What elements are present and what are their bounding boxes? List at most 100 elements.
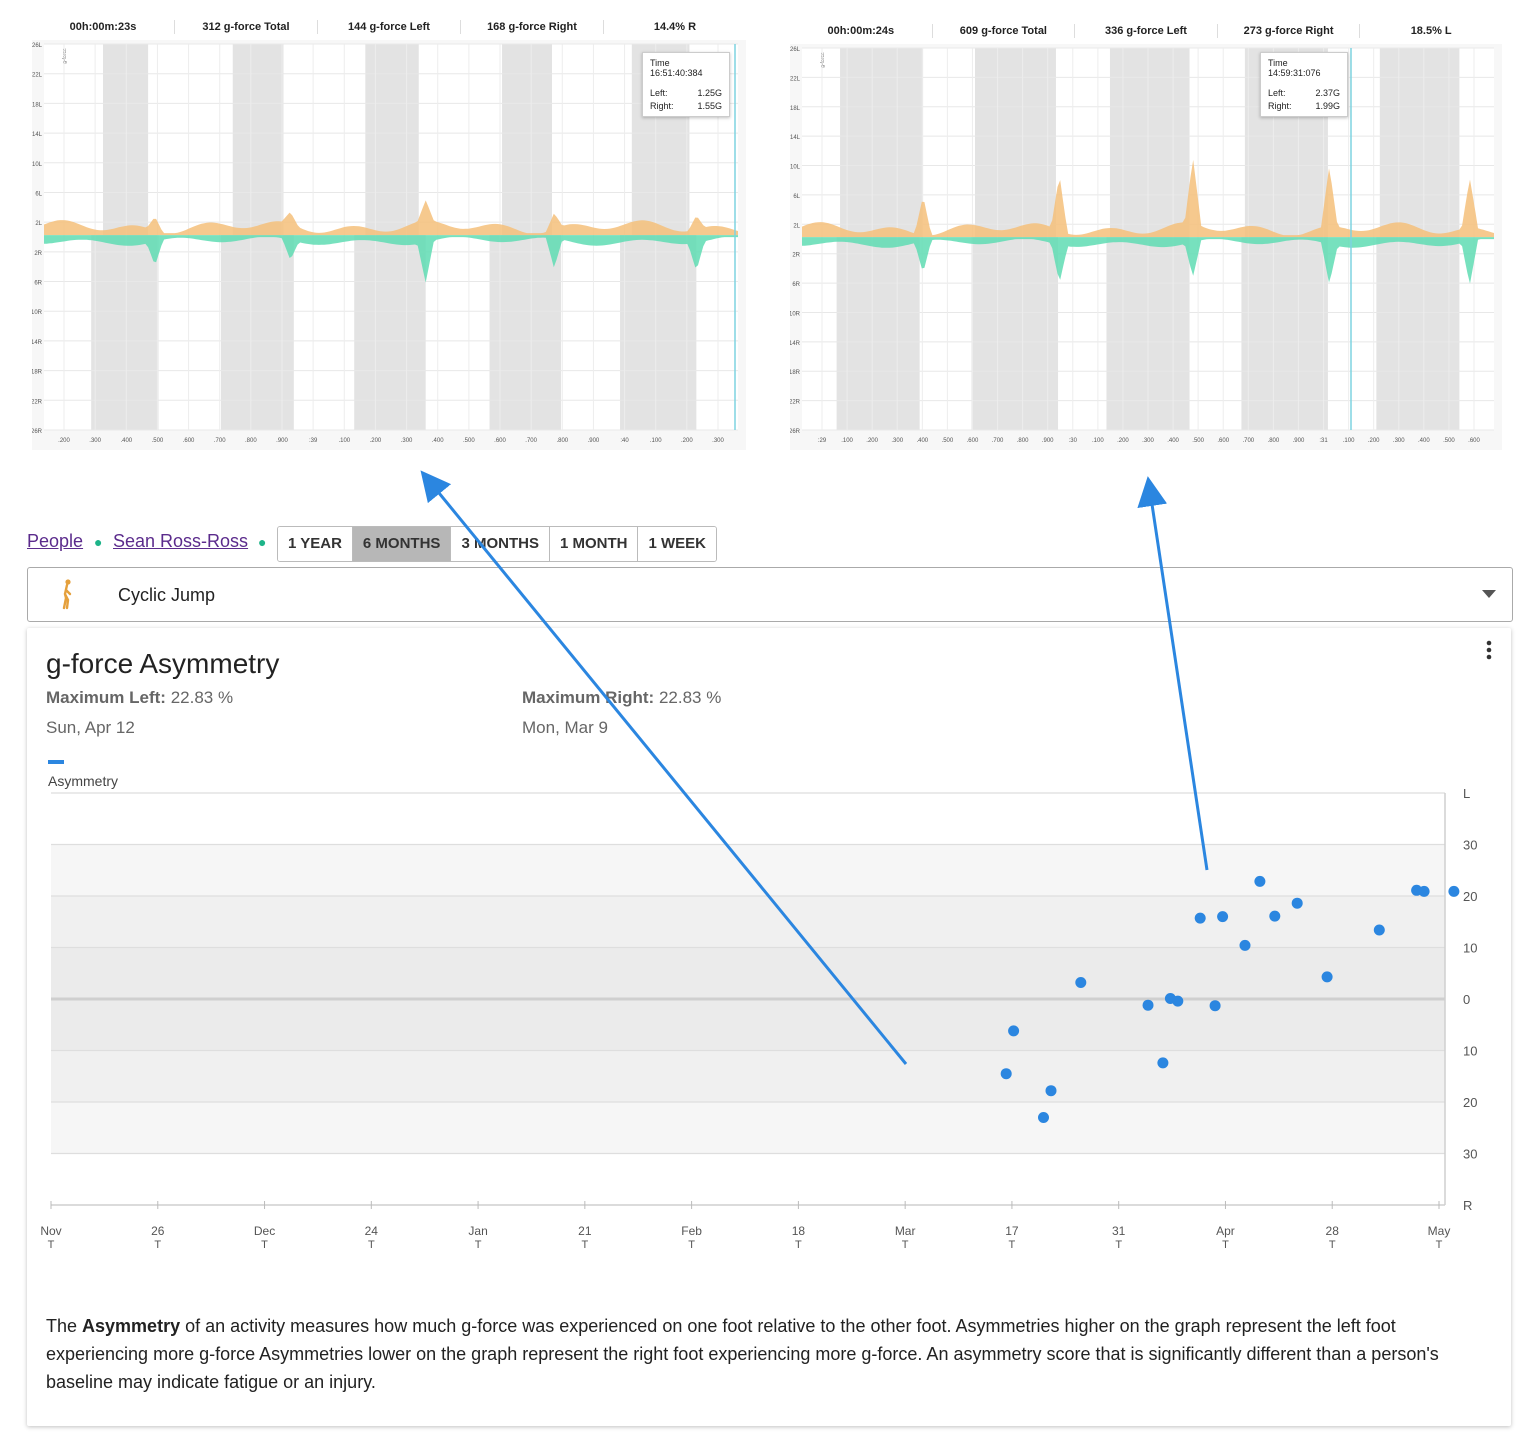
chevron-down-icon[interactable] xyxy=(1482,590,1496,598)
phase-band xyxy=(502,44,553,236)
x-tick-label: :39 xyxy=(309,438,318,444)
stat-total: 312 g-force Total xyxy=(175,20,318,34)
y-axis-title: g-force xyxy=(62,48,68,64)
x-tick-label: .600 xyxy=(494,438,506,444)
x-tick-label: .200 xyxy=(1117,438,1129,444)
max-left-date: Sun, Apr 12 xyxy=(46,718,135,737)
x-tick-label: .800 xyxy=(1268,438,1280,444)
x-tick-label: .400 xyxy=(916,438,928,444)
asymmetry-point xyxy=(1008,1025,1020,1037)
y-tick-label: 26R xyxy=(790,429,801,435)
y-tick-label: 22R xyxy=(790,400,801,406)
tooltip-left-value: 2.37G xyxy=(1315,88,1340,98)
asymmetry-point xyxy=(1448,885,1460,897)
more-options-icon[interactable] xyxy=(1485,640,1493,662)
y-tick-label: 10 xyxy=(1463,1044,1477,1059)
right-foot-area xyxy=(44,235,738,283)
stat-duration: 00h:00m:23s xyxy=(32,20,175,34)
x-tick-label: .100 xyxy=(650,438,662,444)
card-title: g-force Asymmetry xyxy=(46,648,280,679)
x-tick-label: .300 xyxy=(1393,438,1405,444)
x-tick-label: Dec xyxy=(254,1224,275,1238)
x-tick-label: .600 xyxy=(967,438,979,444)
x-tick-label: :40 xyxy=(620,438,629,444)
x-tick-label: .600 xyxy=(1217,438,1229,444)
y-tick-label: 30 xyxy=(1463,838,1477,853)
x-tick-sublabel: T xyxy=(1115,1239,1122,1251)
phase-band xyxy=(840,48,924,238)
y-tick-label: 10R xyxy=(790,311,801,317)
y-axis-title: g-force xyxy=(820,52,826,68)
x-tick-label: .500 xyxy=(1192,438,1204,444)
x-tick-label: .300 xyxy=(712,438,724,444)
x-tick-label: 31 xyxy=(1112,1224,1126,1238)
phase-band xyxy=(102,44,149,236)
gforce-chart-left-screenshot: 26L 22L 18L 14L 10L 6L 2L 2R 6R 10R 14R 18R 22R 26R g-… xyxy=(32,14,746,450)
x-tick-label: .800 xyxy=(556,438,568,444)
x-tick-label: .500 xyxy=(152,438,164,444)
x-tick-label: .900 xyxy=(588,438,600,444)
tooltip-right-label: Right: xyxy=(1268,101,1292,111)
y-tick-label: 0 xyxy=(1463,992,1470,1007)
asymmetry-point xyxy=(1194,912,1206,924)
asymmetry-band xyxy=(51,999,1445,1051)
y-tick-label: 26L xyxy=(790,47,801,53)
stat-duration: 00h:00m:24s xyxy=(790,24,933,38)
y-tick-label: 18R xyxy=(32,370,43,376)
y-tick-label: 10L xyxy=(32,162,43,168)
y-tick-label: 6R xyxy=(34,281,42,287)
y-tick-label: 6L xyxy=(35,191,42,197)
x-tick-label: .900 xyxy=(1042,438,1054,444)
stat-total: 609 g-force Total xyxy=(933,24,1076,38)
x-tick-label: .500 xyxy=(942,438,954,444)
x-tick-sublabel: T xyxy=(688,1239,695,1251)
right-foot-area xyxy=(802,237,1494,284)
x-tick-label: .800 xyxy=(1017,438,1029,444)
asymmetry-band xyxy=(51,1102,1445,1154)
x-tick-sublabel: T xyxy=(1009,1239,1016,1251)
x-tick-label: .400 xyxy=(432,438,444,444)
asymmetry-point xyxy=(1172,995,1184,1007)
x-tick-sublabel: T xyxy=(1222,1239,1229,1251)
y-tick-label: 14L xyxy=(32,132,43,138)
asymmetry-band xyxy=(51,896,1445,948)
x-tick-label: :31 xyxy=(1319,438,1328,444)
x-tick-sublabel: T xyxy=(902,1239,909,1251)
asymmetry-point xyxy=(1157,1057,1169,1069)
asymmetry-point xyxy=(1038,1112,1049,1123)
x-tick-label: .600 xyxy=(183,438,195,444)
tooltip-time: Time 14:59:31:076 xyxy=(1268,58,1321,78)
chart-tooltip: Time 14:59:31:076 Left: 2.37G Right: 1.99G xyxy=(1260,52,1348,117)
phase-band xyxy=(1241,237,1328,430)
y-tick-label: 2L xyxy=(35,221,42,227)
chart-tooltip: Time 16:51:40:384 Left: 1.25G Right: 1.55G xyxy=(642,52,730,117)
phase-band xyxy=(489,235,562,430)
breadcrumb-people-link[interactable]: People xyxy=(27,531,84,551)
x-tick-label: .300 xyxy=(401,438,413,444)
x-tick-label: .800 xyxy=(245,438,257,444)
tooltip-time: Time 16:51:40:384 xyxy=(650,58,703,78)
x-tick-sublabel: T xyxy=(261,1239,268,1251)
chart-stats-bar: 00h:00m:23s 312 g-force Total 144 g-forc… xyxy=(32,14,746,40)
stat-right: 273 g-force Right xyxy=(1218,24,1361,38)
description-bold: Asymmetry xyxy=(82,1316,181,1336)
stat-asymmetry: 14.4% R xyxy=(653,21,697,33)
x-tick-label: 21 xyxy=(578,1224,592,1238)
breadcrumb-person-link[interactable]: Sean Ross-Ross xyxy=(113,531,249,551)
y-tick-label: 22R xyxy=(32,399,43,405)
x-tick-label: .900 xyxy=(1293,438,1305,444)
range-1-year-button[interactable]: 1 YEAR xyxy=(278,527,353,561)
description-pre: The xyxy=(46,1316,83,1336)
legend-label: Asymmetry xyxy=(48,773,118,789)
y-tick-label: 10R xyxy=(32,310,43,316)
x-tick-sublabel: T xyxy=(475,1239,482,1251)
y-tick-label: 26L xyxy=(32,43,43,49)
y-tick-label: 20 xyxy=(1463,889,1477,904)
phase-band xyxy=(91,235,159,430)
x-tick-sublabel: T xyxy=(1436,1239,1443,1251)
asymmetry-band xyxy=(51,844,1445,896)
x-tick-label: Mar xyxy=(895,1224,916,1238)
breadcrumb-separator: ● xyxy=(94,534,103,550)
left-foot-area xyxy=(44,200,738,236)
y-tick-label: 18L xyxy=(32,102,43,108)
